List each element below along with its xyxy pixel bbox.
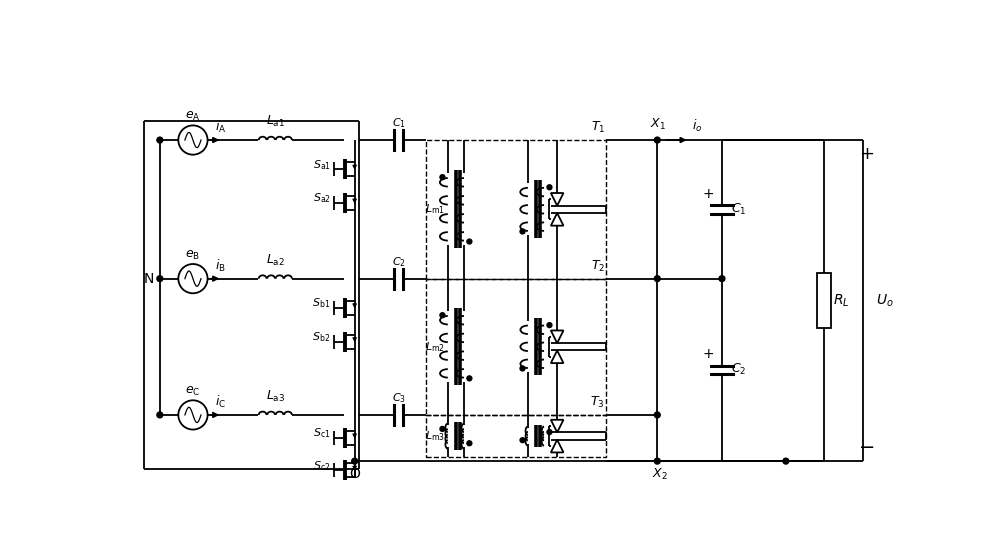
Text: −: − [859,438,875,457]
Text: $U_o$: $U_o$ [876,293,893,309]
Text: $L_{\rm m3}$: $L_{\rm m3}$ [425,429,445,443]
Circle shape [467,239,472,244]
Text: +: + [859,145,874,163]
Text: $L_{\rm m2}$: $L_{\rm m2}$ [425,340,445,354]
Circle shape [654,412,660,418]
Text: $L_{\rm a1}$: $L_{\rm a1}$ [266,114,285,129]
Circle shape [520,437,525,442]
Circle shape [157,276,163,282]
Text: $C_2$: $C_2$ [731,363,747,377]
Text: $X_1$: $X_1$ [650,117,666,132]
Text: $C_1$: $C_1$ [392,116,406,130]
Circle shape [157,137,163,143]
Text: $e_{\rm C}$: $e_{\rm C}$ [185,385,201,398]
Circle shape [654,276,660,282]
Circle shape [467,441,472,446]
Circle shape [719,276,725,282]
Text: +: + [702,348,714,361]
Text: $T_1$: $T_1$ [591,120,605,135]
Text: $S_{\rm c2}$: $S_{\rm c2}$ [313,459,330,473]
Text: $S_{\rm a2}$: $S_{\rm a2}$ [313,192,331,206]
Text: $i_{\rm A}$: $i_{\rm A}$ [215,119,226,135]
Circle shape [157,412,163,418]
Circle shape [352,458,358,464]
Text: $S_{\rm b2}$: $S_{\rm b2}$ [312,330,331,344]
Text: $T_3$: $T_3$ [590,395,605,410]
Text: N: N [144,272,154,285]
Circle shape [654,458,660,464]
Text: $i_o$: $i_o$ [692,118,703,134]
Circle shape [467,376,472,381]
Text: $S_{\rm c1}$: $S_{\rm c1}$ [313,426,330,440]
Text: $e_{\rm B}$: $e_{\rm B}$ [185,249,200,262]
Text: $C_3$: $C_3$ [392,391,406,405]
Text: +: + [702,187,714,201]
Text: $L_{\rm m1}$: $L_{\rm m1}$ [425,202,445,216]
Circle shape [547,430,552,435]
Text: $S_{\rm a1}$: $S_{\rm a1}$ [313,158,331,171]
Circle shape [520,366,525,371]
Text: $R_L$: $R_L$ [833,293,850,309]
Text: $C_2$: $C_2$ [392,255,405,268]
FancyBboxPatch shape [817,273,831,328]
Text: $X_2$: $X_2$ [652,467,667,482]
Text: $L_{\rm a3}$: $L_{\rm a3}$ [266,389,285,404]
Circle shape [654,137,660,143]
Circle shape [547,185,552,190]
Circle shape [440,175,445,180]
Circle shape [783,458,789,464]
Text: $i_{\rm C}$: $i_{\rm C}$ [215,394,226,410]
Text: $S_{\rm b1}$: $S_{\rm b1}$ [312,296,331,310]
Circle shape [547,323,552,328]
Text: $C_1$: $C_1$ [731,202,747,217]
Text: $T_2$: $T_2$ [591,259,605,274]
Text: $i_{\rm B}$: $i_{\rm B}$ [215,257,226,274]
Circle shape [440,313,445,318]
Text: $L_{\rm a2}$: $L_{\rm a2}$ [266,252,285,268]
Text: O: O [349,467,360,481]
Circle shape [520,229,525,234]
Text: $e_{\rm A}$: $e_{\rm A}$ [185,110,201,123]
Circle shape [440,426,445,431]
